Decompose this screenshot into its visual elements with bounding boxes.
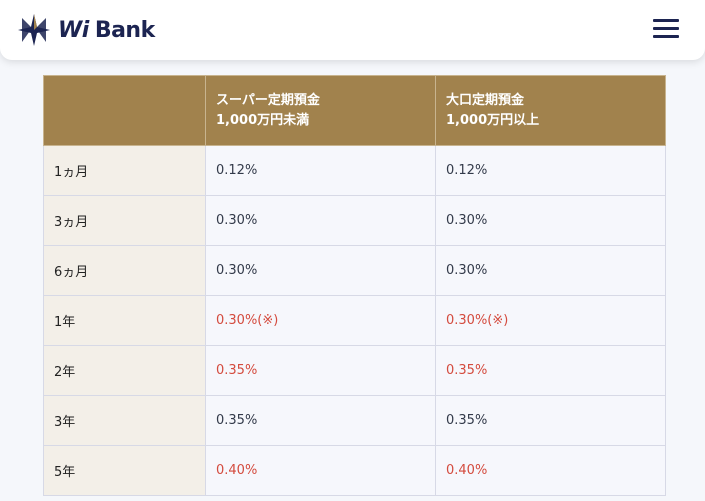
super-deposit-rate-cell: 0.35% bbox=[205, 345, 436, 396]
term-cell: 3年 bbox=[43, 395, 206, 446]
super-deposit-rate-cell: 0.30% bbox=[205, 195, 436, 246]
logo-prefix: Wi bbox=[58, 17, 89, 43]
large-deposit-rate-cell: 0.30% bbox=[435, 195, 666, 246]
super-deposit-rate-cell: 0.35% bbox=[205, 395, 436, 446]
table-row: 1ヵ月 0.12% 0.12% bbox=[43, 145, 666, 196]
large-deposit-rate-cell: 0.12% bbox=[435, 145, 666, 196]
term-cell: 5年 bbox=[43, 445, 206, 496]
large-deposit-rate-cell: 0.30%(※) bbox=[435, 295, 666, 346]
table-row: 6ヵ月 0.30% 0.30% bbox=[43, 245, 666, 296]
term-cell: 2年 bbox=[43, 345, 206, 396]
logo-wordmark: Wi Bank bbox=[58, 18, 155, 43]
deposit-rate-table-container: スーパー定期預金 1,000万円未満 大口定期預金 1,000万円以上 1ヵ月 0… bbox=[43, 75, 666, 496]
table-row: 2年 0.35% 0.35% bbox=[43, 345, 666, 396]
table-row: 5年 0.40% 0.40% bbox=[43, 445, 666, 496]
logo-name: Bank bbox=[94, 17, 155, 43]
super-deposit-rate-cell: 0.40% bbox=[205, 445, 436, 496]
table-row: 3年 0.35% 0.35% bbox=[43, 395, 666, 446]
header-term bbox=[43, 75, 206, 146]
header-super-deposit: スーパー定期預金 1,000万円未満 bbox=[205, 75, 436, 146]
term-cell: 1ヵ月 bbox=[43, 145, 206, 196]
table-body: 1ヵ月 0.12% 0.12% 3ヵ月 0.30% 0.30% 6ヵ月 0.30% 0.30% 1… bbox=[43, 145, 666, 496]
header-large-deposit: 大口定期預金 1,000万円以上 bbox=[435, 75, 666, 146]
wi-bank-logo[interactable]: Wi Bank bbox=[16, 12, 155, 48]
hamburger-menu-icon[interactable] bbox=[653, 19, 679, 41]
term-cell: 1年 bbox=[43, 295, 206, 346]
deposit-rate-table: スーパー定期預金 1,000万円未満 大口定期預金 1,000万円以上 1ヵ月 0… bbox=[43, 75, 666, 496]
super-deposit-rate-cell: 0.30% bbox=[205, 245, 436, 296]
large-deposit-rate-cell: 0.35% bbox=[435, 395, 666, 446]
large-deposit-rate-cell: 0.30% bbox=[435, 245, 666, 296]
term-cell: 6ヵ月 bbox=[43, 245, 206, 296]
super-deposit-rate-cell: 0.12% bbox=[205, 145, 436, 196]
star-logo-icon bbox=[18, 14, 50, 46]
super-deposit-rate-cell: 0.30%(※) bbox=[205, 295, 436, 346]
large-deposit-rate-cell: 0.40% bbox=[435, 445, 666, 496]
table-row: 1年 0.30%(※) 0.30%(※) bbox=[43, 295, 666, 346]
term-cell: 3ヵ月 bbox=[43, 195, 206, 246]
large-deposit-rate-cell: 0.35% bbox=[435, 345, 666, 396]
table-header-row: スーパー定期預金 1,000万円未満 大口定期預金 1,000万円以上 bbox=[43, 75, 666, 146]
site-header: Wi Bank bbox=[0, 0, 705, 60]
table-row: 3ヵ月 0.30% 0.30% bbox=[43, 195, 666, 246]
